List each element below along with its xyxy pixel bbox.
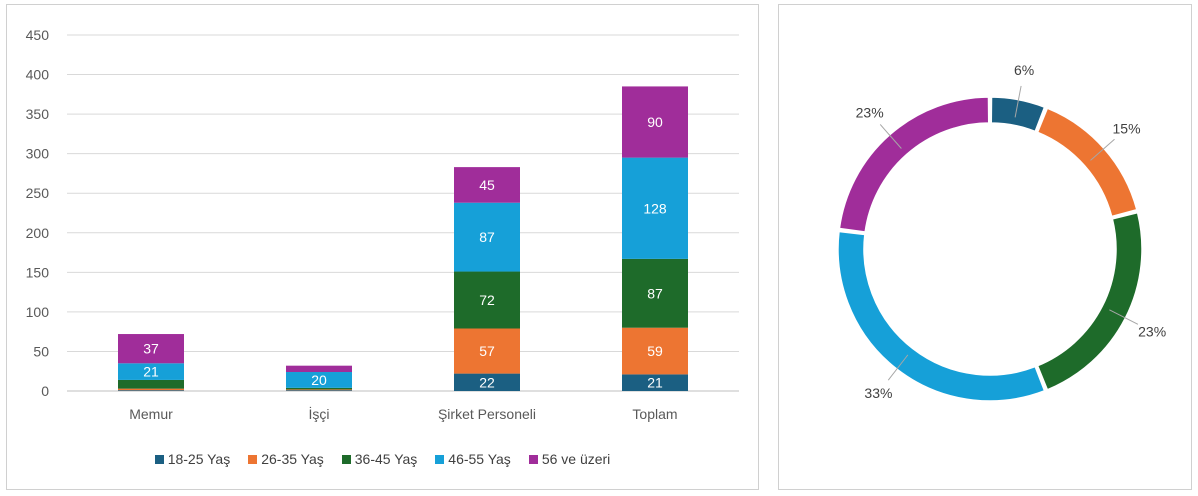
donut-chart: 6% 15% 23% 33% 23% <box>778 4 1192 490</box>
donut-percent-label: 6% <box>1014 62 1034 78</box>
legend-item: 36-45 Yaş <box>341 451 418 467</box>
bar-data-label: 37 <box>143 341 159 357</box>
legend-label: 56 ve üzeri <box>541 451 611 467</box>
y-tick-label: 350 <box>26 106 50 122</box>
bar-data-label: 87 <box>479 229 495 245</box>
bar-segment <box>286 372 352 388</box>
bar-segment <box>454 328 520 374</box>
bar-segment <box>454 167 520 203</box>
bar-segment <box>118 334 184 364</box>
legend-label: 26-35 Yaş <box>261 451 324 467</box>
leader-line <box>1109 309 1139 325</box>
legend-item: 46-55 Yaş <box>435 451 511 467</box>
bar-segment <box>118 390 184 391</box>
y-tick-label: 450 <box>26 27 50 43</box>
bar-data-label: 21 <box>143 364 159 380</box>
bar-segment <box>118 379 184 389</box>
leader-line <box>1014 85 1022 118</box>
donut-chart-canvas: 6% 15% 23% 33% 23% <box>837 62 1166 402</box>
stacked-bar-chart: 0 50 100 150 200 250 300 350 400 450 21 37 Memur 20 İş… <box>6 4 759 490</box>
bar-data-label: 22 <box>479 374 495 390</box>
bar-data-label: 72 <box>479 292 495 308</box>
donut-slice <box>837 230 1046 402</box>
y-tick-label: 400 <box>26 67 50 83</box>
bar-segment <box>286 365 352 373</box>
y-tick-label: 200 <box>26 225 50 241</box>
donut-percent-label: 33% <box>864 385 892 401</box>
donut-slice <box>990 96 1046 133</box>
bar-data-label: 21 <box>647 375 663 391</box>
x-category-label: Memur <box>129 406 173 422</box>
bar-segment <box>622 157 688 259</box>
legend-item: 56 ve üzeri <box>528 451 611 467</box>
bar-segment <box>286 387 352 390</box>
donut-percent-label: 15% <box>1113 121 1141 137</box>
x-category-label: İşçi <box>309 405 330 422</box>
bar-chart-canvas: 0 50 100 150 200 250 300 350 400 450 21 37 Memur 20 İş… <box>26 27 739 422</box>
y-tick-label: 300 <box>26 146 50 162</box>
bar-segment <box>454 202 520 272</box>
donut-percent-label: 23% <box>856 104 884 120</box>
donut-slice <box>838 96 990 233</box>
bar-segment <box>118 363 184 380</box>
x-category-label: Şirket Personeli <box>438 406 536 422</box>
y-tick-label: 150 <box>26 264 50 280</box>
y-tick-label: 50 <box>33 343 49 359</box>
bar-data-label: 20 <box>311 372 327 388</box>
legend-item: 26-35 Yaş <box>248 451 324 467</box>
legend-label: 46-55 Yaş <box>448 451 511 467</box>
leader-line <box>879 124 902 149</box>
donut-slice <box>1036 211 1143 391</box>
x-category-label: Toplam <box>632 406 677 422</box>
donut-percent-label: 23% <box>1138 324 1166 340</box>
y-tick-label: 250 <box>26 185 50 201</box>
bar-segment <box>622 327 688 375</box>
donut-slice <box>1036 107 1138 218</box>
bar-segment <box>454 373 520 391</box>
bar-segment <box>118 388 184 391</box>
legend-item: 18-25 Yaş <box>154 451 231 467</box>
legend-swatch <box>248 454 258 464</box>
bar-segment <box>622 374 688 391</box>
bar-chart-legend: 18-25 Yaş 26-35 Yaş 36-45 Yaş 46-55 Yaş 56 v… <box>7 451 758 467</box>
legend-swatch <box>528 454 538 464</box>
y-tick-label: 0 <box>41 383 49 399</box>
leader-line <box>887 354 909 381</box>
leader-line <box>1090 138 1115 161</box>
bar-segment <box>286 390 352 391</box>
bar-data-label: 128 <box>643 200 667 216</box>
legend-swatch <box>341 454 351 464</box>
bar-segment <box>454 271 520 329</box>
legend-label: 18-25 Yaş <box>167 451 231 467</box>
bar-segment <box>622 86 688 158</box>
bar-data-label: 87 <box>647 285 663 301</box>
bar-segment <box>622 258 688 328</box>
bar-data-label: 57 <box>479 343 495 359</box>
legend-swatch <box>154 454 164 464</box>
bar-data-label: 90 <box>647 114 663 130</box>
bar-data-label: 45 <box>479 177 495 193</box>
legend-swatch <box>435 454 445 464</box>
legend-label: 36-45 Yaş <box>354 451 418 467</box>
bar-segment <box>286 389 352 391</box>
bar-data-label: 59 <box>647 343 663 359</box>
y-tick-label: 100 <box>26 304 50 320</box>
